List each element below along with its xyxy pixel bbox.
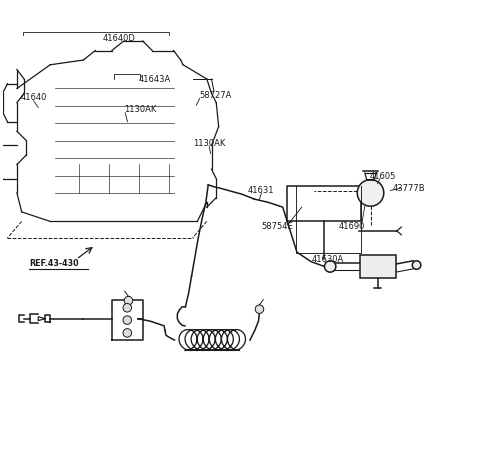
Text: 41640D: 41640D [103,34,135,43]
Text: 41640: 41640 [20,93,47,102]
Bar [360,255,396,278]
Circle shape [324,261,336,272]
Circle shape [124,297,133,305]
Text: REF.43-430: REF.43-430 [29,258,78,268]
Text: 41605: 41605 [369,172,396,181]
Text: 41631: 41631 [248,186,275,195]
Text: 43777B: 43777B [392,184,425,193]
Text: 41690: 41690 [338,222,365,231]
Text: 58754E: 58754E [261,222,293,231]
Circle shape [357,179,384,206]
Circle shape [123,328,132,337]
Circle shape [255,305,264,314]
Text: 1130AK: 1130AK [124,105,156,114]
Circle shape [123,316,132,324]
Text: 58727A: 58727A [200,91,232,100]
Circle shape [123,304,132,312]
Circle shape [412,261,421,269]
Text: 41630A: 41630A [312,255,344,264]
Text: 1130AK: 1130AK [193,139,225,148]
Text: 41643A: 41643A [138,75,171,83]
